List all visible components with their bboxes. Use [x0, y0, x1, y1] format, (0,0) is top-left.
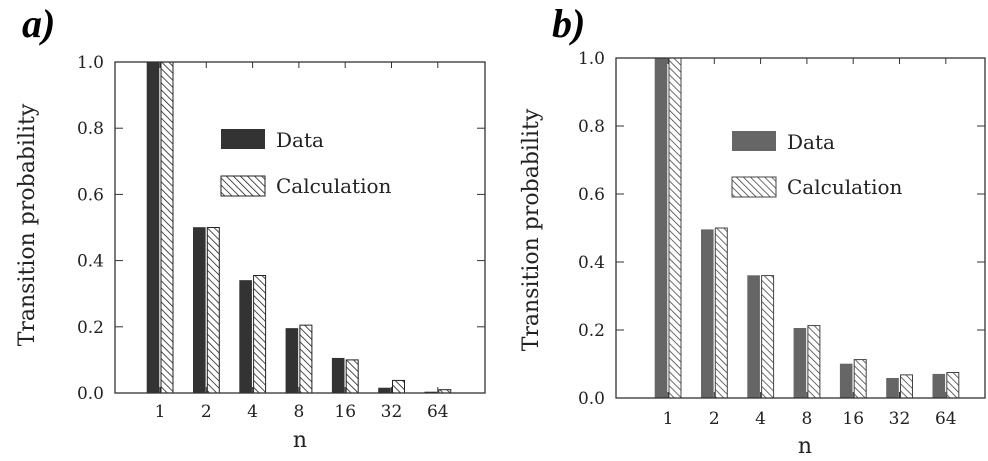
- legend-a: Data Calculation: [220, 128, 392, 198]
- legend-label-data-b: Data: [787, 130, 835, 154]
- bar-data-32: [378, 387, 391, 394]
- y-axis-title-a: Transition probability: [15, 103, 40, 346]
- y-tick-label: 0.2: [578, 321, 605, 341]
- bar-calculation-1: [160, 61, 174, 394]
- x-tick-label: 2: [201, 402, 212, 422]
- bars-a: [146, 61, 452, 394]
- legend-label-data-a: Data: [276, 128, 324, 152]
- y-tick-label: 0.2: [77, 318, 104, 338]
- bar-data-2: [700, 229, 714, 399]
- x-tick-label: 4: [247, 402, 258, 422]
- legend-swatch-data-b: [732, 131, 776, 151]
- y-tick-label: 0.6: [77, 185, 104, 205]
- x-tick-label: 64: [427, 402, 449, 422]
- bar-calculation-64: [946, 372, 960, 399]
- bar-calculation-8: [807, 325, 821, 399]
- bar-calculation-2: [206, 227, 220, 394]
- legend-swatch-data-a: [221, 129, 265, 149]
- bar-data-32: [886, 377, 899, 399]
- bar-calculation-2: [714, 227, 728, 399]
- y-tick-label: 0.6: [578, 185, 605, 205]
- bars-b: [654, 57, 960, 399]
- bar-data-8: [793, 327, 807, 399]
- x-tick-label: 8: [293, 402, 304, 422]
- x-tick-label: 64: [935, 409, 957, 429]
- x-axis-title-b: n: [798, 434, 812, 459]
- bar-data-1: [654, 57, 668, 399]
- legend-swatch-calculation-b: [731, 176, 777, 198]
- y-tick-label: 0.4: [578, 253, 605, 273]
- x-axis-title-a: n: [293, 428, 307, 453]
- y-tick-label: 0.0: [77, 384, 104, 404]
- x-tick-label: 32: [889, 409, 911, 429]
- y-tick-label: 1.0: [578, 49, 605, 69]
- x-tick-label: 8: [801, 409, 812, 429]
- bar-calculation-32: [392, 379, 405, 394]
- x-tick-label: 2: [709, 409, 720, 429]
- frame-a: [114, 61, 486, 394]
- plot-frame: [615, 57, 986, 399]
- y-tick-label: 0.0: [578, 389, 605, 409]
- bar-calculation-4: [253, 274, 267, 394]
- ytick-labels-b: 0.0 0.2 0.4 0.6 0.8 1.0: [578, 49, 605, 409]
- bar-data-1: [146, 61, 160, 394]
- x-tick-label: 16: [334, 402, 356, 422]
- legend-label-calculation-b: Calculation: [787, 175, 903, 199]
- x-tick-label: 1: [663, 409, 674, 429]
- bar-data-64: [932, 373, 946, 399]
- y-axis-title-b: Transition probability: [519, 108, 544, 351]
- panel-a: a) Transition probability n 0.0 0.2 0.4 0.6…: [15, 1, 486, 453]
- legend-swatch-calculation-a: [220, 175, 266, 197]
- bar-data-16: [839, 363, 853, 399]
- bar-calculation-8: [299, 324, 313, 394]
- bar-data-8: [285, 328, 299, 394]
- x-tick-label: 1: [155, 402, 166, 422]
- xtick-labels-a: 1 2 4 8 16 32 64: [155, 402, 449, 422]
- bar-calculation-4: [761, 275, 775, 399]
- x-tick-label: 32: [381, 402, 403, 422]
- panel-b: b) Transition probability n 0.0 0.2 0.4 0.6…: [519, 1, 986, 459]
- bar-calculation-32: [900, 374, 913, 399]
- xtick-labels-b: 1 2 4 8 16 32 64: [663, 409, 957, 429]
- panel-label-b: b): [552, 1, 585, 46]
- legend-b: Data Calculation: [731, 130, 903, 199]
- bar-data-4: [747, 275, 760, 399]
- legend-label-calculation-a: Calculation: [276, 174, 392, 198]
- plot-frame: [114, 61, 486, 394]
- y-tick-label: 0.8: [578, 117, 605, 137]
- panel-label-a: a): [22, 1, 55, 46]
- x-tick-label: 4: [755, 409, 766, 429]
- y-tick-label: 0.8: [77, 119, 104, 139]
- bar-calculation-16: [345, 359, 359, 394]
- bar-calculation-1: [668, 57, 682, 399]
- y-tick-label: 1.0: [77, 53, 104, 73]
- ytick-labels-a: 0.0 0.2 0.4 0.6 0.8 1.0: [77, 53, 104, 404]
- bar-data-4: [239, 280, 252, 394]
- y-tick-label: 0.4: [77, 252, 104, 272]
- bar-data-16: [331, 357, 345, 394]
- x-tick-label: 16: [842, 409, 864, 429]
- bar-data-2: [193, 227, 206, 394]
- frame-b: [615, 57, 986, 399]
- bar-calculation-16: [853, 359, 867, 399]
